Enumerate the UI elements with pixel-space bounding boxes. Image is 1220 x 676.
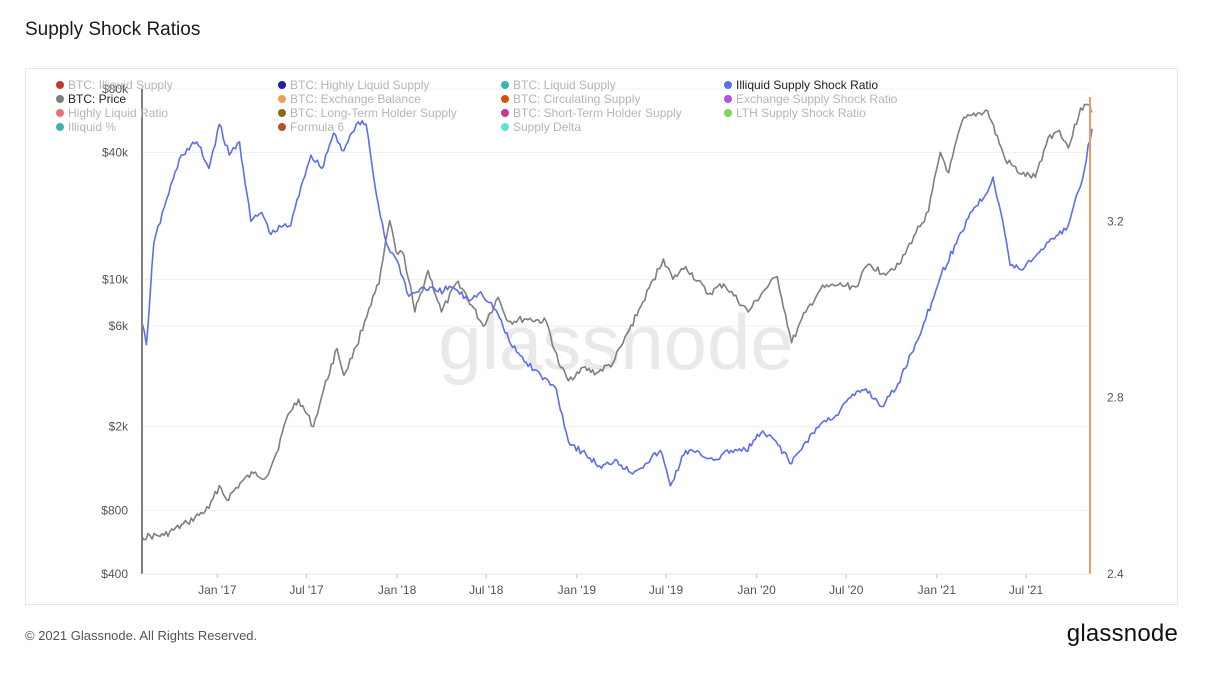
legend-item: BTC: Price	[56, 92, 126, 106]
axis-layer: $400 $800 $2k $6k $10k $40k $80k 2.4 2.8 3.2 Jan '…	[101, 82, 1124, 597]
x-tick-label: Jul '19	[649, 583, 684, 597]
legend-label: LTH Supply Shock Ratio	[736, 106, 866, 120]
y-left-tick-label: $800	[101, 504, 128, 518]
legend-item: BTC: Exchange Balance	[278, 92, 421, 106]
legend-item: BTC: Short-Term Holder Supply	[501, 106, 682, 120]
legend-swatch	[56, 95, 64, 103]
x-tick-label: Jan '20	[737, 583, 776, 597]
illiquid-supply-shock-ratio-line	[141, 120, 1093, 487]
legend-label: Highly Liquid Ratio	[68, 106, 168, 120]
legend-item: Highly Liquid Ratio	[56, 106, 168, 120]
legend-label: Supply Delta	[513, 120, 581, 134]
legend-swatch	[724, 81, 732, 89]
legend-label: Illiquid Supply Shock Ratio	[736, 78, 878, 92]
legend-label: Formula 6	[290, 120, 344, 134]
legend-label: BTC: Short-Term Holder Supply	[513, 106, 682, 120]
chart-panel: glassnode $400 $800 $2k $6k $10k $40k $80k 2.4 2…	[25, 68, 1178, 605]
y-left-tick-label: $40k	[102, 145, 129, 159]
series-layer	[141, 103, 1093, 541]
legend-swatch	[56, 81, 64, 89]
x-tick-label: Jan '18	[378, 583, 417, 597]
legend-swatch	[501, 81, 509, 89]
x-tick-label: Jan '19	[558, 583, 597, 597]
legend-item: LTH Supply Shock Ratio	[724, 106, 866, 120]
legend-label: Illiquid %	[68, 120, 116, 134]
legend-swatch	[278, 81, 286, 89]
legend-item: BTC: Highly Liquid Supply	[278, 78, 429, 92]
y-left-tick-label: $400	[101, 567, 128, 581]
legend-item: Illiquid %	[56, 120, 116, 134]
y-right-tick-label: 2.4	[1107, 567, 1124, 581]
y-left-tick-label: $80k	[102, 82, 129, 96]
legend-swatch	[501, 109, 509, 117]
legend-item: BTC: Circulating Supply	[501, 92, 640, 106]
legend-label: Exchange Supply Shock Ratio	[736, 92, 898, 106]
glassnode-logo: glassnode	[1066, 620, 1178, 647]
legend-label: BTC: Circulating Supply	[513, 92, 640, 106]
y-left-tick-label: $2k	[109, 420, 129, 434]
legend-swatch	[501, 95, 509, 103]
legend-label: BTC: Highly Liquid Supply	[290, 78, 429, 92]
legend-item: Illiquid Supply Shock Ratio	[724, 78, 878, 92]
legend-item: Formula 6	[278, 120, 344, 134]
legend-swatch	[278, 123, 286, 131]
footer-copyright: © 2021 Glassnode. All Rights Reserved.	[25, 628, 258, 643]
legend-item: Exchange Supply Shock Ratio	[724, 92, 898, 106]
legend-item: BTC: Illiquid Supply	[56, 78, 173, 92]
page-title: Supply Shock Ratios	[25, 19, 201, 40]
legend-item: BTC: Liquid Supply	[501, 78, 616, 92]
legend-label: BTC: Illiquid Supply	[68, 78, 173, 92]
x-tick-label: Jul '21	[1009, 583, 1044, 597]
x-tick-label: Jul '17	[289, 583, 324, 597]
x-tick-label: Jul '20	[829, 583, 864, 597]
legend-label: BTC: Exchange Balance	[290, 92, 421, 106]
legend-label: BTC: Liquid Supply	[513, 78, 616, 92]
legend-swatch	[56, 109, 64, 117]
y-right-tick-label: 2.8	[1107, 391, 1124, 405]
y-right-tick-label: 3.2	[1107, 214, 1124, 228]
legend-swatch	[278, 109, 286, 117]
chart-svg[interactable]: glassnode $400$800$2k$6k$10k$40k$80k2.42…	[26, 69, 1177, 604]
y-left-tick-label: $10k	[102, 272, 129, 286]
legend-swatch	[501, 123, 509, 131]
x-tick-label: Jan '17	[198, 583, 237, 597]
legend-swatch	[278, 95, 286, 103]
legend-swatch	[724, 109, 732, 117]
legend-label: BTC: Long-Term Holder Supply	[290, 106, 457, 120]
legend-swatch	[724, 95, 732, 103]
legend-item: BTC: Long-Term Holder Supply	[278, 106, 457, 120]
x-tick-label: Jul '18	[469, 583, 504, 597]
legend-swatch	[56, 123, 64, 131]
legend-label: BTC: Price	[68, 92, 126, 106]
legend: BTC: Illiquid Supply BTC: Highly Liquid S…	[56, 78, 898, 134]
x-tick-label: Jan '21	[918, 583, 957, 597]
y-left-tick-label: $6k	[109, 319, 129, 333]
legend-item: Supply Delta	[501, 120, 581, 134]
btc-price-line	[141, 103, 1093, 541]
